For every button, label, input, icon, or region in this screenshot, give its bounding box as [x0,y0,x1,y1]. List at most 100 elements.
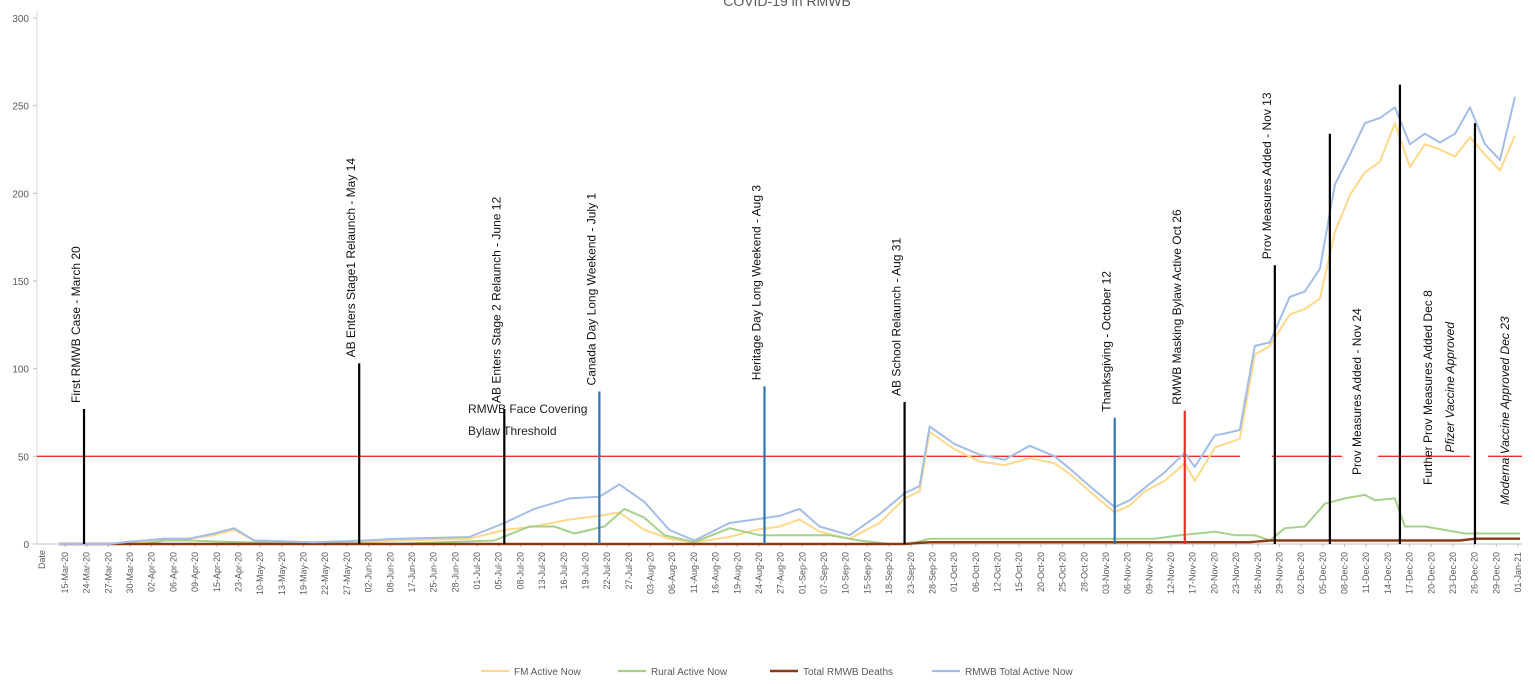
x-tick-label: 07-Sep-20 [819,552,829,594]
x-tick-label: 15-Mar-20 [60,552,70,594]
x-tick-label: 02-Dec-20 [1296,552,1306,594]
event-label: Pfizer Vaccine Approved [1443,322,1457,453]
y-tick-label: 200 [12,189,29,200]
x-tick-label: 01-Jan-21 [1513,552,1523,593]
series-line-3 [59,96,1516,545]
x-tick-label: 12-Oct-20 [993,552,1003,592]
x-tick-label: 28-Oct-20 [1079,552,1089,592]
x-tick-label: 19-Aug-20 [732,552,742,594]
event-label: Prov Measures Added - Nov 24 [1350,308,1364,475]
x-tick-label: 17-Jun-20 [407,552,417,593]
x-tick-label: 02-Jun-20 [364,552,374,593]
x-tick-label: 19-May-20 [299,552,309,595]
x-tick-label: 23-Dec-20 [1448,552,1458,594]
y-tick-label: 250 [12,102,29,113]
y-tick-label: 0 [23,540,29,551]
x-tick-label: 03-Nov-20 [1101,552,1111,594]
x-tick-label: 28-Sep-20 [927,552,937,594]
legend-label-0: FM Active Now [514,667,581,678]
x-tick-label: 26-Dec-20 [1470,552,1480,594]
x-tick-label: 20-Oct-20 [1036,552,1046,592]
x-tick-label: 29-Nov-20 [1274,552,1284,594]
x-tick-label: 08-Jul-20 [515,552,525,590]
x-tick-label: 24-Mar-20 [82,552,92,594]
event-label: Heritage Day Long Weekend - Aug 3 [749,185,763,381]
x-tick-label: 22-May-20 [320,552,330,595]
x-tick-label: 06-Aug-20 [667,552,677,594]
x-tick-label: 27-Aug-20 [776,552,786,594]
event-label: Thanksgiving - October 12 [1100,271,1114,412]
y-tick-label: 100 [12,365,29,376]
x-tick-label: 27-May-20 [342,552,352,595]
y-tick-label: 300 [12,14,29,25]
event-label: First RMWB Case - March 20 [69,246,83,403]
x-tick-label: 18-Sep-20 [884,552,894,594]
x-tick-label: 02-Apr-20 [147,552,157,592]
x-tick-label: 10-May-20 [255,552,265,595]
x-tick-label: 22-Jul-20 [602,552,612,590]
x-tick-label: 16-Jul-20 [559,552,569,590]
x-tick-label: 19-Jul-20 [580,552,590,590]
x-tick-label: 01-Sep-20 [797,552,807,594]
x-tick-label: 11-Aug-20 [689,552,699,593]
series-line-2 [59,537,1520,546]
event-label: Prov Measures Added - Nov 13 [1260,92,1274,259]
event-label: RMWB Masking Bylaw Active Oct 26 [1170,209,1184,405]
event-label: AB Enters Stage1 Relaunch - May 14 [344,158,358,358]
event-label: Further Prov Measures Added Dec 8 [1421,290,1435,485]
x-tick-label: 12-Nov-20 [1166,552,1176,594]
chart-title: COVID-19 in RMWB [723,0,851,9]
x-tick-label: 08-Dec-20 [1340,552,1350,594]
x-tick-label: 08-Jun-20 [385,552,395,593]
x-tick-label: 09-Nov-20 [1144,552,1154,594]
event-label: AB Enters Stage 2 Relaunch - June 12 [489,197,503,403]
x-tick-label: 27-Jul-20 [624,552,634,590]
x-tick-label: 05-Dec-20 [1318,552,1328,594]
x-tick-label: 24-Aug-20 [754,552,764,594]
x-tick-label: 25-Oct-20 [1058,552,1068,592]
x-tick-label: 15-Oct-20 [1014,552,1024,592]
y-tick-label: 50 [18,452,30,463]
x-tick-label: 20-Dec-20 [1426,552,1436,594]
x-axis-title: Date [37,550,47,569]
x-tick-label: 01-Jul-20 [472,552,482,590]
x-tick-label: 26-Nov-20 [1253,552,1263,594]
x-tick-label: 06-Oct-20 [971,552,981,592]
x-tick-label: 23-Nov-20 [1231,552,1241,594]
x-tick-label: 13-Jul-20 [537,552,547,590]
x-tick-label: 05-Jul-20 [494,552,504,590]
legend-label-3: RMWB Total Active Now [965,667,1073,678]
x-tick-label: 11-Dec-20 [1361,552,1371,593]
x-tick-label: 28-Jun-20 [450,552,460,593]
x-tick-label: 20-Nov-20 [1209,552,1219,594]
x-tick-label: 01-Oct-20 [949,552,959,592]
x-tick-label: 09-Apr-20 [190,552,200,592]
x-tick-label: 03-Aug-20 [646,552,656,594]
x-tick-label: 17-Nov-20 [1188,552,1198,594]
legend-label-1: Rural Active Now [651,667,728,678]
x-tick-label: 23-Apr-20 [233,552,243,592]
y-tick-label: 150 [12,277,29,288]
series-line-0 [59,122,1516,545]
event-label: Moderna Vaccine Approved Dec 23 [1498,316,1512,505]
x-tick-label: 23-Sep-20 [906,552,916,594]
x-tick-label: 13-May-20 [277,552,287,595]
series-line-1 [59,493,1520,545]
x-tick-label: 17-Dec-20 [1405,552,1415,594]
x-tick-label: 15-Apr-20 [212,552,222,592]
threshold-label-line2: Bylaw Threshold [468,424,557,438]
x-tick-label: 25-Jun-20 [429,552,439,593]
x-tick-label: 14-Dec-20 [1383,552,1393,594]
x-tick-label: 27-Mar-20 [103,552,113,594]
x-tick-label: 15-Sep-20 [862,552,872,594]
legend-label-2: Total RMWB Deaths [803,667,893,678]
threshold-label-line1: RMWB Face Covering [468,402,587,416]
x-tick-label: 06-Nov-20 [1123,552,1133,594]
x-tick-label: 10-Sep-20 [841,552,851,594]
x-tick-label: 16-Aug-20 [711,552,721,594]
event-label: Canada Day Long Weekend - July 1 [584,193,598,386]
event-label: AB School Relaunch - Aug 31 [890,238,904,396]
x-tick-label: 29-Dec-20 [1491,552,1501,594]
